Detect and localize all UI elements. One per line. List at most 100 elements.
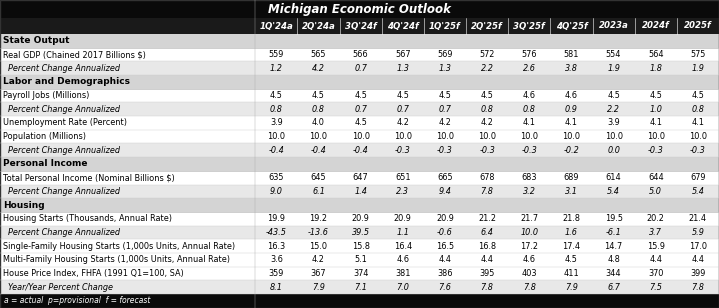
- Bar: [382, 48, 424, 61]
- Text: 10.0: 10.0: [689, 132, 707, 141]
- Bar: [424, 267, 466, 280]
- Text: 10.0: 10.0: [562, 132, 580, 141]
- Text: 3.8: 3.8: [565, 64, 578, 73]
- Text: 9.0: 9.0: [270, 187, 283, 196]
- Text: 21.8: 21.8: [562, 214, 580, 223]
- Bar: [677, 89, 719, 103]
- Bar: [508, 18, 550, 34]
- Text: 0.8: 0.8: [523, 105, 536, 114]
- Text: Michigan Economic Outlook: Michigan Economic Outlook: [268, 2, 451, 15]
- Text: 7.8: 7.8: [523, 283, 536, 292]
- Bar: [635, 253, 677, 267]
- Bar: [550, 184, 592, 198]
- Bar: [424, 280, 466, 294]
- Text: 678: 678: [480, 173, 495, 182]
- Bar: [635, 267, 677, 280]
- Text: 4.2: 4.2: [312, 255, 325, 264]
- Text: 3.6: 3.6: [270, 255, 283, 264]
- Bar: [550, 61, 592, 75]
- Text: Percent Change Annualized: Percent Change Annualized: [8, 146, 120, 155]
- Text: 644: 644: [648, 173, 664, 182]
- Bar: [382, 89, 424, 103]
- Text: Percent Change Annualized: Percent Change Annualized: [8, 187, 120, 196]
- Bar: [298, 239, 339, 253]
- Bar: [677, 130, 719, 144]
- Bar: [592, 239, 635, 253]
- Text: 14.7: 14.7: [605, 241, 623, 251]
- Text: 10.0: 10.0: [521, 228, 539, 237]
- Text: 19.2: 19.2: [309, 214, 327, 223]
- Bar: [298, 116, 339, 130]
- Bar: [298, 89, 339, 103]
- Text: 7.8: 7.8: [481, 283, 493, 292]
- Text: 8.1: 8.1: [270, 283, 283, 292]
- Text: 10.0: 10.0: [521, 132, 539, 141]
- Text: 1.6: 1.6: [565, 228, 578, 237]
- Bar: [466, 89, 508, 103]
- Bar: [550, 48, 592, 61]
- Bar: [298, 280, 339, 294]
- Text: 15.9: 15.9: [647, 241, 665, 251]
- Bar: [635, 144, 677, 157]
- Bar: [508, 116, 550, 130]
- Text: 1Q'24a: 1Q'24a: [260, 22, 293, 30]
- Text: 6.4: 6.4: [481, 228, 493, 237]
- Text: 4.4: 4.4: [649, 255, 662, 264]
- Bar: [382, 61, 424, 75]
- Bar: [0, 212, 255, 225]
- Bar: [550, 171, 592, 184]
- Bar: [339, 116, 382, 130]
- Bar: [298, 212, 339, 225]
- Bar: [592, 267, 635, 280]
- Bar: [298, 61, 339, 75]
- Bar: [550, 212, 592, 225]
- Bar: [508, 184, 550, 198]
- Bar: [339, 61, 382, 75]
- Text: Year/Year Percent Change: Year/Year Percent Change: [8, 283, 113, 292]
- Bar: [424, 184, 466, 198]
- Bar: [339, 130, 382, 144]
- Bar: [550, 144, 592, 157]
- Text: 569: 569: [437, 50, 453, 59]
- Bar: [255, 239, 298, 253]
- Text: 19.5: 19.5: [605, 214, 623, 223]
- Bar: [255, 280, 298, 294]
- Text: 21.7: 21.7: [521, 214, 539, 223]
- Bar: [424, 225, 466, 239]
- Bar: [550, 89, 592, 103]
- Text: 4.5: 4.5: [439, 91, 452, 100]
- Text: 651: 651: [395, 173, 411, 182]
- Text: 559: 559: [269, 50, 284, 59]
- Text: 7.9: 7.9: [565, 283, 578, 292]
- Bar: [382, 225, 424, 239]
- Bar: [382, 184, 424, 198]
- Text: 3.1: 3.1: [565, 187, 578, 196]
- Text: 4.5: 4.5: [354, 119, 367, 128]
- Text: 2.6: 2.6: [523, 64, 536, 73]
- Text: 4.1: 4.1: [649, 119, 662, 128]
- Bar: [424, 48, 466, 61]
- Text: 0.8: 0.8: [481, 105, 493, 114]
- Text: 4Q'24f: 4Q'24f: [387, 22, 418, 30]
- Bar: [466, 171, 508, 184]
- Bar: [508, 130, 550, 144]
- Bar: [0, 89, 255, 103]
- Text: -43.5: -43.5: [266, 228, 287, 237]
- Text: 0.8: 0.8: [692, 105, 705, 114]
- Text: 4.5: 4.5: [481, 91, 493, 100]
- Text: 4.6: 4.6: [523, 91, 536, 100]
- Text: 581: 581: [564, 50, 580, 59]
- Bar: [550, 225, 592, 239]
- Bar: [0, 171, 255, 184]
- Text: 2.2: 2.2: [607, 105, 620, 114]
- Bar: [677, 280, 719, 294]
- Bar: [635, 61, 677, 75]
- Text: 5.1: 5.1: [354, 255, 367, 264]
- Text: 3.9: 3.9: [270, 119, 283, 128]
- Bar: [0, 0, 719, 18]
- Bar: [0, 18, 255, 34]
- Bar: [508, 239, 550, 253]
- Bar: [424, 18, 466, 34]
- Bar: [592, 253, 635, 267]
- Text: 16.3: 16.3: [267, 241, 285, 251]
